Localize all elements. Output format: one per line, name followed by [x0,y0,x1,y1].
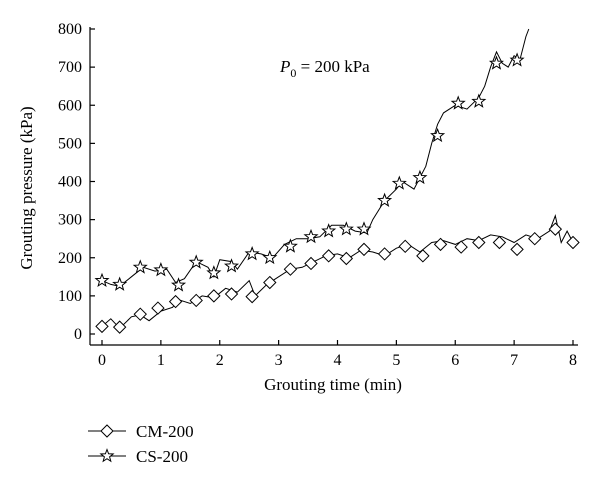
data-point-cs-200 [450,95,466,110]
data-point-cm-200 [566,235,580,250]
legend-item-cs-200: CS-200 [88,447,188,466]
data-point-cs-200 [321,223,337,238]
x-tick-label: 0 [98,352,106,369]
data-point-cs-200 [471,93,487,108]
data-point-cs-200 [377,192,393,207]
axis-ticks [90,28,574,345]
legend-label-cm-200: CM-200 [136,422,194,441]
data-point-cs-200 [430,127,446,143]
y-tick-label: 700 [58,59,82,76]
x-tick-label: 4 [334,352,342,369]
data-point-cm-200 [321,249,336,263]
data-point-cs-200 [356,221,372,236]
y-tick-label: 300 [58,212,82,229]
x-axis-title: Grouting time (min) [264,375,402,394]
x-tick-label: 7 [510,352,518,369]
data-point-cm-200 [339,251,354,266]
x-tick-label: 3 [275,352,283,369]
data-point-cm-200 [454,240,468,254]
data-point-cs-200 [488,55,504,70]
data-point-cs-200 [188,254,204,269]
data-point-cm-200 [416,249,430,263]
y-axis-title: Grouting pressure (kPa) [17,106,36,269]
data-point-cs-200 [112,276,128,291]
data-point-cm-200 [528,231,542,246]
legend-star-icon [99,448,115,463]
data-point-cm-200 [510,242,524,257]
data-point-cm-200 [263,275,277,290]
pressure-annotation: P0 = 200 kPa [279,57,370,80]
data-point-cm-200 [133,307,147,321]
data-point-cm-200 [283,262,298,276]
series-line-cm-200 [101,214,574,330]
annotation-var: P [279,57,290,76]
y-tick-label: 0 [74,326,82,343]
y-tick-label: 100 [58,288,82,305]
data-point-cs-200 [171,277,187,292]
data-point-cs-200 [303,228,319,244]
legend-marker-cs-200 [99,448,115,463]
data-point-cm-200 [189,293,203,308]
data-point-cm-200 [357,242,371,257]
series-markers-cs-200 [94,52,525,292]
data-point-cm-200 [472,235,486,250]
data-point-cm-200 [377,247,392,261]
data-point-cm-200 [245,289,259,304]
series-markers-cm-200 [95,222,580,334]
data-point-cm-200 [433,237,448,252]
legend-marker-cm-200 [100,424,114,438]
data-point-cm-200 [492,235,507,250]
data-point-cs-200 [391,175,407,190]
y-tick-labels: 0 100 200 300 400 500 600 700 800 [58,21,82,343]
x-tick-label: 1 [157,352,165,369]
y-tick-label: 400 [58,174,82,191]
y-tick-label: 800 [58,21,82,38]
x-tick-labels: 0 1 2 3 4 5 6 7 8 [98,352,577,369]
data-point-cs-200 [509,52,525,67]
data-point-cs-200 [94,272,110,288]
legend-item-cm-200: CM-200 [88,422,194,441]
plot-area [94,28,580,334]
x-tick-label: 6 [451,352,459,369]
annotation-sub: 0 [290,66,296,80]
data-point-cm-200 [398,239,412,254]
y-tick-label: 500 [58,135,82,152]
data-point-cm-200 [95,319,109,334]
data-point-cs-200 [262,249,278,265]
y-tick-label: 600 [58,97,82,114]
data-point-cs-200 [153,262,169,277]
data-point-cm-200 [151,301,165,315]
data-point-cs-200 [206,265,222,280]
x-tick-label: 5 [392,352,400,369]
data-point-cs-200 [338,221,354,236]
data-point-cs-200 [223,258,240,273]
data-point-cs-200 [412,169,428,185]
legend: CM-200 CS-200 [88,422,194,466]
data-point-cm-200 [207,289,221,303]
data-point-cm-200 [304,256,318,271]
y-tick-label: 200 [58,250,82,267]
legend-diamond-icon [100,424,114,438]
annotation-rest: = 200 kPa [296,57,370,76]
data-point-cs-200 [244,246,260,261]
legend-label-cs-200: CS-200 [136,447,188,466]
data-point-cm-200 [168,294,183,309]
data-point-cm-200 [112,320,127,334]
data-point-cs-200 [132,259,148,274]
x-tick-label: 2 [216,352,224,369]
data-point-cm-200 [548,222,563,236]
x-tick-label: 8 [569,352,577,369]
data-point-cm-200 [224,287,239,301]
data-point-cs-200 [282,238,298,253]
